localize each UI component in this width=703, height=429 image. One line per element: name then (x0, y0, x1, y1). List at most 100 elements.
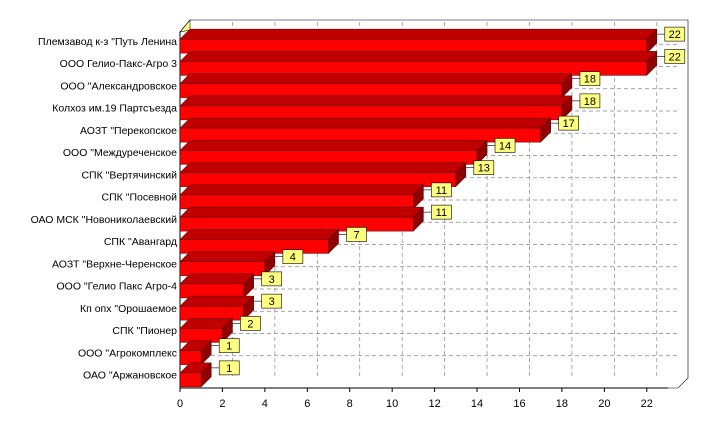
value-label-box (218, 338, 240, 353)
value-label-box (558, 115, 579, 131)
bar-front (179, 239, 329, 254)
bar (179, 73, 573, 99)
value-label: 1 (226, 363, 232, 375)
value-label: 22 (669, 29, 681, 41)
bar-top (179, 140, 488, 151)
value-label: 22 (669, 51, 681, 63)
bar (179, 362, 212, 388)
bar (179, 273, 255, 299)
bar-front (179, 127, 541, 143)
value-label-box (346, 227, 367, 242)
bar (179, 317, 234, 343)
value-label-box (240, 316, 261, 331)
bar-front (179, 194, 414, 210)
y-tick-label: ОАО МСК "Новониколаевский (31, 214, 178, 226)
value-label: 18 (584, 74, 596, 86)
value-label: 2 (247, 318, 253, 330)
y-tick-label: СПК "Посевной (102, 192, 178, 204)
bar-front (179, 83, 563, 98)
bar-front (179, 105, 563, 121)
bar-top (179, 184, 424, 196)
y-tick-label: СПК "Вертячинский (81, 169, 177, 181)
x-tick-label: 18 (556, 398, 568, 410)
bar-top (179, 73, 573, 84)
y-tick-label: Кп опх "Орошаемое (80, 303, 177, 315)
bar (179, 95, 573, 121)
value-label-box (579, 71, 601, 86)
x-tick-label: 0 (177, 398, 183, 410)
bar (179, 139, 488, 165)
x-tick-label: 16 (513, 398, 525, 410)
value-label: 14 (499, 140, 511, 152)
bar-top (179, 95, 573, 107)
y-tick-label: ООО "Гелио Пакс Агро-4 (57, 281, 178, 293)
value-label-box (218, 360, 240, 376)
bar-front (179, 38, 648, 54)
bar (179, 162, 467, 188)
y-tick-label: АОЗТ "Перекопское (80, 125, 177, 137)
value-label: 13 (478, 163, 490, 175)
bar (179, 340, 212, 366)
bar-top (179, 251, 276, 262)
y-tick-label: СПК "Авангард (104, 236, 177, 248)
x-tick-label: 22 (641, 398, 653, 410)
value-label-box (261, 293, 282, 309)
y-tick-label: ООО Гелио-Пакс-Агро 3 (60, 58, 177, 70)
value-label-box (431, 182, 452, 198)
value-label: 17 (563, 118, 575, 130)
x-tick-label: 20 (598, 398, 610, 410)
value-label: 11 (436, 207, 447, 219)
bar-top (179, 162, 467, 173)
bar-top (179, 28, 658, 40)
y-tick-label: Племзавод к-з "Путь Ленина (38, 36, 177, 48)
x-tick-label: 10 (386, 398, 398, 410)
y-tick-label: Колхоз им.19 Партсъезда (52, 103, 177, 115)
x-tick-label: 14 (471, 398, 483, 410)
bar-top (179, 295, 255, 307)
y-tick-label: ООО "Александровское (60, 80, 177, 92)
x-tick-label: 8 (347, 398, 353, 410)
bar (179, 228, 340, 254)
value-label-box (579, 93, 601, 109)
bar-front (179, 61, 648, 76)
bar-front (179, 328, 223, 343)
bar (179, 28, 658, 54)
bar-top (179, 229, 340, 240)
x-tick-label: 6 (304, 398, 310, 410)
bar (179, 251, 276, 277)
bar-front (179, 350, 202, 365)
value-label: 3 (269, 274, 275, 286)
bar (179, 206, 424, 232)
bar-top (179, 117, 552, 129)
bar-top (179, 206, 424, 218)
value-label-box (664, 49, 686, 64)
y-tick-label: ООО "Междуреченское (63, 147, 177, 159)
bar-front (179, 261, 266, 276)
bar (179, 295, 255, 321)
y-tick-label: АОЗТ "Верхне-Черенское (52, 258, 177, 270)
bar (179, 184, 424, 210)
bar-front (179, 372, 202, 388)
value-label: 11 (436, 185, 447, 197)
x-tick-label: 12 (428, 398, 440, 410)
bar-front (179, 172, 457, 187)
bar-front (179, 150, 478, 165)
y-tick-label: ООО "Агрокомплекс (78, 347, 177, 359)
bar-front (179, 283, 244, 299)
x-tick-label: 2 (219, 398, 225, 410)
bar-front (179, 216, 414, 232)
value-label: 7 (353, 229, 359, 241)
bar (179, 117, 552, 143)
value-label-box (494, 138, 516, 153)
value-label: 1 (226, 341, 232, 353)
corner (179, 19, 191, 33)
value-label-box (473, 160, 495, 175)
value-label-box (431, 204, 452, 220)
bar-top (179, 273, 255, 285)
value-label-box (664, 26, 686, 42)
x-tick-label: 4 (262, 398, 268, 410)
value-label: 18 (584, 96, 596, 108)
y-tick-label: ОАО "Аржановское (83, 370, 177, 382)
value-label: 3 (269, 296, 275, 308)
